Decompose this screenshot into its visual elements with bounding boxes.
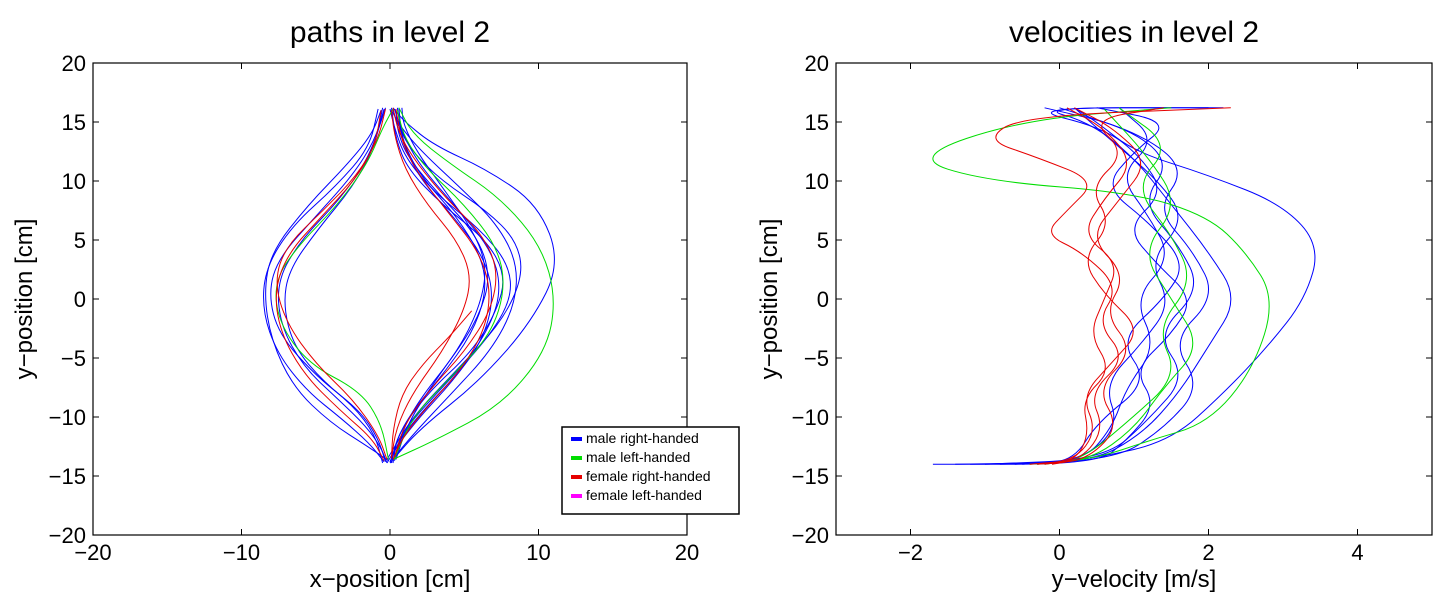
velocities-lines xyxy=(933,108,1315,464)
legend-label: female left-handed xyxy=(586,487,702,503)
paths-lines xyxy=(264,108,555,463)
series-line-0-2-5 xyxy=(393,109,489,460)
y-tick-label: −10 xyxy=(792,405,829,430)
legend-label: male left-handed xyxy=(586,449,690,465)
x-tick-label: 10 xyxy=(526,540,550,565)
y-tick-label: 0 xyxy=(817,287,829,312)
y-tick-label: −20 xyxy=(792,523,829,548)
x-tick-label: 0 xyxy=(1053,540,1065,565)
y-tick-label: −10 xyxy=(49,405,86,430)
y-tick-label: 0 xyxy=(74,287,86,312)
series-line-1-0-4 xyxy=(1037,108,1179,464)
velocities-title: velocities in level 2 xyxy=(1009,16,1259,49)
paths-ylabel: y−position [cm] xyxy=(11,219,38,380)
series-line-0-0-7 xyxy=(285,108,385,462)
x-tick-label: −2 xyxy=(898,540,923,565)
y-tick-label: −5 xyxy=(61,346,86,371)
series-line-0-0-8 xyxy=(266,110,389,461)
series-line-1-1-0 xyxy=(933,108,1269,464)
series-line-0-0-1 xyxy=(390,109,510,462)
y-tick-label: −15 xyxy=(49,464,86,489)
velocities-ylabel: y−position [cm] xyxy=(756,219,783,380)
y-tick-label: 20 xyxy=(805,51,829,76)
x-tick-label: 20 xyxy=(675,540,699,565)
x-tick-label: 2 xyxy=(1202,540,1214,565)
y-tick-label: 10 xyxy=(805,169,829,194)
y-tick-label: −5 xyxy=(804,346,829,371)
x-tick-label: 0 xyxy=(384,540,396,565)
legend: male right-handed male left-handed female … xyxy=(562,427,739,514)
series-line-0-1-1 xyxy=(276,109,393,460)
y-tick-label: −20 xyxy=(49,523,86,548)
series-line-1-0-1 xyxy=(970,108,1231,464)
x-tick-label: 4 xyxy=(1351,540,1363,565)
series-line-1-0-7 xyxy=(955,108,1208,464)
series-line-0-0-2 xyxy=(395,109,488,461)
y-tick-label: 20 xyxy=(62,51,86,76)
legend-label: male right-handed xyxy=(586,430,699,446)
legend-label: female right-handed xyxy=(586,468,711,484)
series-line-1-0-3 xyxy=(1022,108,1315,464)
y-tick-label: 5 xyxy=(74,228,86,253)
paths-title: paths in level 2 xyxy=(290,16,490,49)
y-tick-label: 10 xyxy=(62,169,86,194)
x-tick-label: −10 xyxy=(223,540,260,565)
y-tick-label: 15 xyxy=(62,110,86,135)
series-line-0-2-4 xyxy=(276,110,384,461)
velocities-xlabel: y−velocity [m/s] xyxy=(1052,566,1217,593)
y-tick-label: −15 xyxy=(792,464,829,489)
velocities-panel: velocities in level 2 −2 0 2 4−20−15−10−505… xyxy=(756,16,1432,593)
paths-xlabel: x−position [cm] xyxy=(310,566,471,593)
paths-panel: paths in level 2 −20 −10 0 10 20−20−15−10−50… xyxy=(11,16,739,593)
y-tick-label: 15 xyxy=(805,110,829,135)
y-tick-label: 5 xyxy=(817,228,829,253)
series-line-0-0-3 xyxy=(387,110,521,459)
series-line-0-0-14 xyxy=(278,108,387,463)
